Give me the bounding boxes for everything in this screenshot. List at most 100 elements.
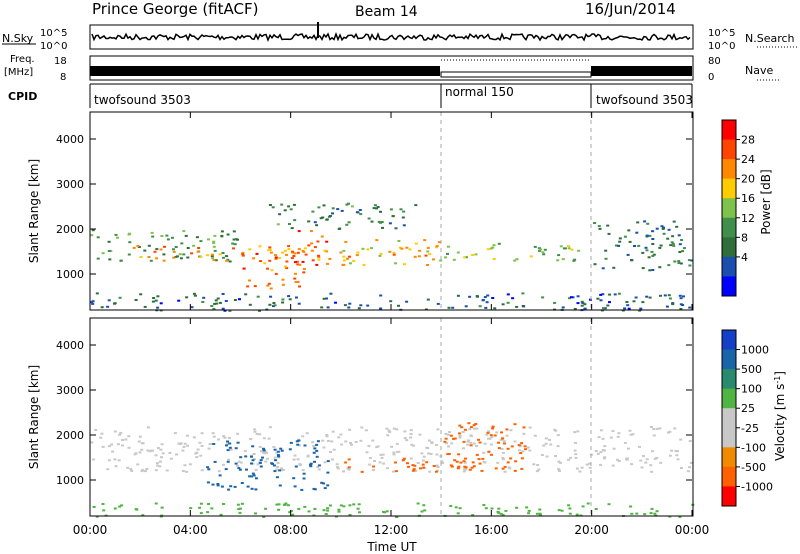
data-cell: [322, 509, 326, 512]
data-cell: [288, 511, 292, 514]
data-cell: [302, 472, 306, 475]
data-cell: [339, 504, 343, 507]
data-cell: [293, 277, 297, 280]
data-cell: [302, 271, 306, 274]
data-cell: [118, 296, 122, 299]
data-cell: [382, 462, 386, 465]
data-cell: [423, 239, 427, 242]
data-cell: [212, 435, 216, 438]
data-cell: [337, 510, 341, 513]
data-cell: [214, 299, 218, 302]
data-cell: [261, 451, 265, 454]
data-cell: [462, 447, 465, 450]
data-cell: [206, 254, 209, 257]
data-cell: [214, 259, 218, 262]
data-cell: [558, 469, 561, 472]
data-cell: [435, 246, 438, 249]
data-cell: [617, 292, 621, 295]
data-cell: [581, 505, 585, 508]
data-cell: [292, 477, 296, 480]
data-cell: [580, 300, 584, 303]
data-cell: [175, 453, 178, 456]
data-cell: [469, 444, 473, 447]
data-cell: [316, 240, 320, 243]
data-cell: [644, 246, 648, 249]
data-cell: [453, 437, 457, 440]
data-cell: [255, 433, 259, 435]
data-cell: [344, 461, 348, 464]
data-cell: [207, 447, 211, 450]
data-cell: [337, 508, 341, 511]
data-cell: [342, 263, 346, 266]
data-cell: [501, 437, 505, 440]
data-cell: [567, 458, 571, 461]
data-cell: [144, 470, 147, 473]
data-cell: [236, 441, 240, 444]
nave-tick-high: 80: [708, 56, 721, 67]
data-cell: [649, 512, 653, 515]
data-cell: [359, 304, 363, 307]
data-cell: [476, 295, 479, 298]
data-cell: [277, 503, 281, 506]
data-cell: [606, 304, 610, 307]
data-cell: [274, 272, 278, 275]
data-cell: [210, 255, 214, 258]
data-cell: [489, 247, 493, 250]
data-cell: [345, 223, 349, 226]
data-cell: [483, 296, 487, 299]
data-cell: [297, 439, 301, 442]
data-cell: [561, 258, 565, 261]
data-cell: [432, 465, 436, 467]
data-cell: [478, 441, 482, 444]
data-cell: [454, 506, 458, 509]
data-cell: [220, 234, 224, 237]
power-ytick-label: 4000: [56, 133, 84, 146]
data-cell: [578, 470, 582, 473]
power-colorbar-tick: 12: [741, 212, 755, 225]
velocity-colorbar-swatch: [722, 388, 736, 409]
data-cell: [574, 453, 578, 456]
freq-panel: Freq. [MHz] 18 8 80 0 Nave: [4, 54, 780, 83]
data-cell: [378, 254, 382, 257]
velocity-ylabel: Slant Range [km]: [27, 365, 41, 469]
data-cell: [389, 208, 393, 211]
data-cell: [186, 256, 190, 259]
data-cell: [627, 229, 631, 232]
data-cell: [350, 443, 353, 446]
data-cell: [243, 450, 247, 453]
data-cell: [480, 469, 484, 472]
data-cell: [446, 245, 450, 248]
data-cell: [372, 465, 375, 468]
data-cell: [290, 257, 294, 260]
data-cell: [437, 241, 441, 244]
data-cell: [627, 307, 631, 310]
data-cell: [472, 427, 476, 430]
data-cell: [537, 468, 541, 471]
data-cell: [568, 507, 572, 510]
data-cell: [567, 504, 571, 507]
data-cell: [159, 302, 163, 305]
data-cell: [212, 443, 216, 445]
data-cell: [611, 430, 615, 433]
data-cell: [228, 442, 232, 445]
data-cell: [250, 462, 253, 465]
data-cell: [293, 454, 297, 457]
data-cell: [436, 428, 440, 431]
data-cell: [462, 470, 466, 473]
date-title: 16/Jun/2014: [585, 0, 676, 18]
data-cell: [606, 224, 610, 227]
data-cell: [506, 447, 510, 450]
data-cell: [242, 267, 246, 270]
data-cell: [671, 235, 675, 238]
velocity-ytick-label: 3000: [56, 384, 84, 397]
data-cell: [375, 239, 379, 242]
station-title: Prince George (fitACF): [92, 0, 258, 18]
data-cell: [316, 440, 320, 443]
data-cell: [268, 204, 272, 206]
data-cell: [237, 467, 241, 470]
data-cell: [372, 207, 376, 210]
data-cell: [287, 295, 291, 298]
data-cell: [186, 247, 190, 249]
data-cell: [195, 451, 199, 454]
data-cell: [101, 503, 105, 505]
